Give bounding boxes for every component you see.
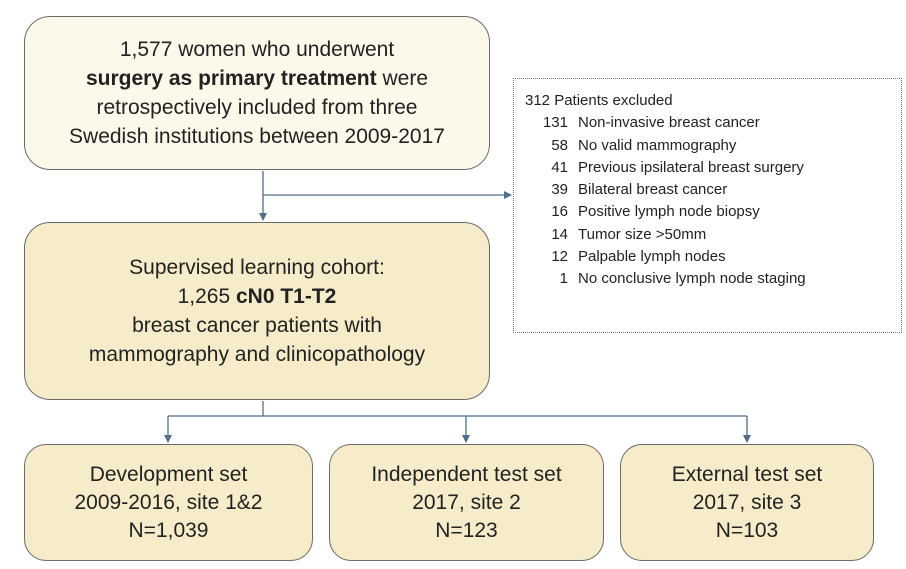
initial-line-4: Swedish institutions between 2009-2017	[69, 125, 445, 148]
exclusion-box: 312 Patients excluded 131 Non-invasive br…	[513, 78, 902, 333]
independent-test-set-count: N=123	[435, 518, 498, 542]
exclusion-item: 41 Previous ipsilateral breast surgery	[551, 158, 804, 176]
independent-test-set-box: Independent test set 2017, site 2 N=123	[329, 444, 604, 561]
development-set-title: Development set	[89, 462, 248, 486]
development-set-count: N=1,039	[128, 518, 209, 542]
external-test-set-period: 2017, site 3	[692, 490, 802, 514]
cohort-line-2: 1,265 cN0 T1-T2	[177, 285, 337, 308]
initial-line-2: surgery as primary treatment were	[86, 67, 428, 90]
exclusion-item: 58 No valid mammography	[551, 136, 737, 154]
initial-line-1: 1,577 women who underwent	[119, 38, 395, 61]
exclusion-item: 14 Tumor size >50mm	[551, 225, 707, 243]
cohort-box: Supervised learning cohort: 1,265 cN0 T1…	[24, 222, 490, 400]
initial-line-3: retrospectively included from three	[96, 96, 418, 119]
exclusion-item: 12 Palpable lymph nodes	[551, 248, 726, 266]
independent-test-set-period: 2017, site 2	[412, 490, 521, 514]
development-set-period: 2009-2016, site 1&2	[74, 490, 263, 514]
external-test-set-title: External test set	[671, 462, 823, 486]
exclusion-item: 16 Positive lymph node biopsy	[551, 203, 760, 221]
exclusion-item: 131 Non-invasive breast cancer	[542, 114, 760, 132]
independent-test-set-title: Independent test set	[371, 462, 562, 486]
external-test-set-count: N=103	[715, 518, 779, 542]
cohort-stage-emphasis: cN0 T1-T2	[236, 285, 337, 308]
cohort-line-4: mammography and clinicopathology	[88, 343, 426, 366]
exclusion-item: 1 No conclusive lymph node staging	[559, 270, 806, 288]
external-test-set-box: External test set 2017, site 3 N=103	[620, 444, 874, 561]
development-set-box: Development set 2009-2016, site 1&2 N=1,…	[24, 444, 313, 561]
cohort-line-1: Supervised learning cohort:	[129, 256, 385, 279]
cohort-line-3: breast cancer patients with	[132, 314, 382, 337]
primary-treatment-emphasis: surgery as primary treatment	[86, 67, 377, 90]
exclusion-header: 312 Patients excluded	[525, 92, 673, 109]
initial-population-box: 1,577 women who underwent surgery as pri…	[24, 16, 490, 170]
exclusion-item: 39 Bilateral breast cancer	[551, 181, 728, 199]
